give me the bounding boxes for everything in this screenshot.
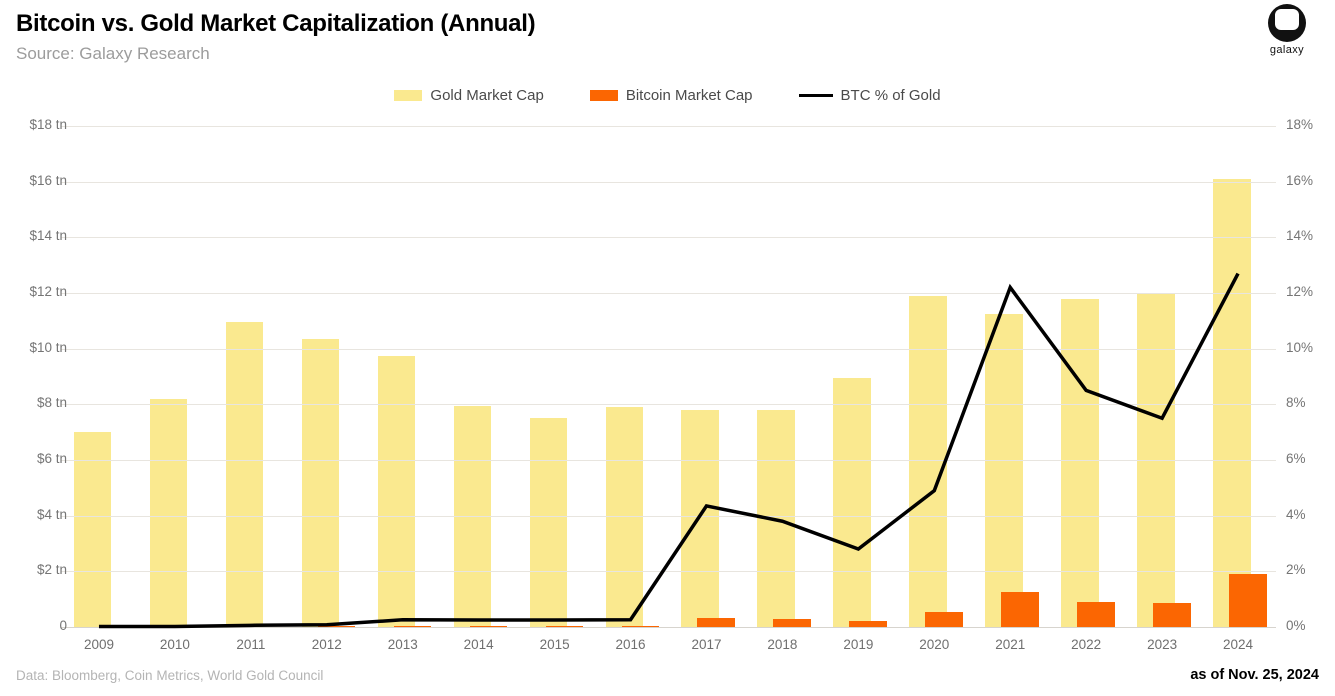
bitcoin-bar-2020 <box>925 612 963 627</box>
y-axis-label-right: 8% <box>1286 395 1306 411</box>
galaxy-logo-text: galaxy <box>1269 44 1305 56</box>
gold-bar-2021 <box>985 313 1023 627</box>
legend-label: Gold Market Cap <box>430 87 544 104</box>
legend-label: Bitcoin Market Cap <box>625 87 753 104</box>
gridline <box>61 181 1276 183</box>
x-axis-label-2015: 2015 <box>539 637 570 652</box>
legend-label: BTC % of Gold <box>840 87 941 104</box>
gridline <box>61 293 1276 294</box>
y-axis-label-left: $8 tn <box>36 395 67 411</box>
x-axis-label-2016: 2016 <box>615 637 646 652</box>
x-axis-label-2017: 2017 <box>691 637 722 652</box>
gridline <box>61 126 1276 127</box>
bitcoin-bar-2012 <box>317 626 356 627</box>
x-axis-label-2009: 2009 <box>83 637 114 652</box>
bitcoin-bar-2015 <box>545 626 584 627</box>
legend-item-bitcoin-market-cap: Bitcoin Market Cap <box>589 87 753 104</box>
gold-bar-2019 <box>833 377 871 627</box>
bitcoin-bar-2023 <box>1153 603 1191 627</box>
x-axis-label-2018: 2018 <box>767 637 798 652</box>
line-swatch-icon <box>798 93 833 98</box>
legend: Gold Market Cap Bitcoin Market Cap BTC % o… <box>0 87 1335 104</box>
x-axis-label-2024: 2024 <box>1223 637 1254 652</box>
y-axis-label-right: 10% <box>1286 339 1314 355</box>
galaxy-logo: galaxy <box>1257 4 1317 56</box>
y-axis-label-left: $16 tn <box>29 172 67 188</box>
y-axis-label-right: 0% <box>1286 618 1306 633</box>
bar-swatch-icon <box>394 90 423 101</box>
y-axis-label-left: $4 tn <box>36 506 67 522</box>
chart-source: Source: Galaxy Research <box>16 44 210 63</box>
gridline <box>61 237 1276 239</box>
gridline <box>61 515 1276 517</box>
x-axis-label-2020: 2020 <box>919 637 950 652</box>
gold-bar-2009 <box>73 432 112 627</box>
gridline <box>61 460 1276 461</box>
gold-bar-2024 <box>1213 178 1251 627</box>
bitcoin-bar-2024 <box>1229 574 1267 627</box>
y-axis-label-right: 12% <box>1286 284 1314 299</box>
x-axis-label-2012: 2012 <box>311 637 342 652</box>
gold-bar-2013 <box>377 355 416 627</box>
bitcoin-bar-2016 <box>621 626 660 627</box>
as-of-date: as of Nov. 25, 2024 <box>1190 667 1319 683</box>
gold-bar-2012 <box>301 338 340 627</box>
bar-swatch-icon <box>589 90 618 101</box>
y-axis-label-left: $6 tn <box>36 451 67 466</box>
gold-bar-2016 <box>605 407 644 627</box>
x-axis-label-2023: 2023 <box>1147 637 1178 652</box>
bitcoin-bar-2014 <box>469 626 508 627</box>
bitcoin-bar-2017 <box>697 618 735 627</box>
y-axis-label-left: $10 tn <box>29 339 67 355</box>
bitcoin-bar-2022 <box>1077 601 1115 627</box>
x-axis-label-2021: 2021 <box>995 637 1026 652</box>
gold-bar-2011 <box>225 322 264 627</box>
y-axis-label-left: $14 tn <box>29 228 67 244</box>
data-sources-text: Data: Bloomberg, Coin Metrics, World Gol… <box>16 668 324 683</box>
bitcoin-bar-2019 <box>849 620 887 627</box>
x-axis-label-2014: 2014 <box>463 637 494 652</box>
bitcoin-bar-2013 <box>393 626 432 627</box>
y-axis-label-right: 14% <box>1286 228 1314 244</box>
bitcoin-bar-2021 <box>1001 592 1039 627</box>
y-axis-label-left: $18 tn <box>29 117 67 132</box>
gridline <box>61 571 1276 573</box>
y-axis-label-right: 16% <box>1286 172 1314 188</box>
chart-title: Bitcoin vs. Gold Market Capitalization (… <box>16 10 536 37</box>
galaxy-logo-icon <box>1268 4 1306 42</box>
y-axis-label-right: 4% <box>1286 506 1306 522</box>
gridline <box>61 627 1276 628</box>
bitcoin-bar-2018 <box>773 618 811 627</box>
x-axis-label-2022: 2022 <box>1071 637 1102 652</box>
y-axis-label-right: 6% <box>1286 451 1306 466</box>
gridline <box>61 404 1276 406</box>
y-axis-label-left: $12 tn <box>29 284 67 299</box>
x-axis-label-2013: 2013 <box>387 637 418 652</box>
legend-item-btc-of-gold: BTC % of Gold <box>798 87 941 104</box>
y-axis-label-right: 18% <box>1286 117 1314 132</box>
gold-bar-2010 <box>149 398 188 627</box>
y-axis-label-left: $2 tn <box>36 562 67 578</box>
x-axis-label-2011: 2011 <box>236 637 266 652</box>
gridline <box>61 348 1276 350</box>
legend-item-gold-market-cap: Gold Market Cap <box>394 87 544 104</box>
y-axis-label-left: 0 <box>59 618 67 633</box>
y-axis-label-right: 2% <box>1286 562 1306 578</box>
x-axis-label-2010: 2010 <box>159 637 190 652</box>
gold-bar-2015 <box>529 418 568 627</box>
x-axis-label-2019: 2019 <box>843 637 874 652</box>
